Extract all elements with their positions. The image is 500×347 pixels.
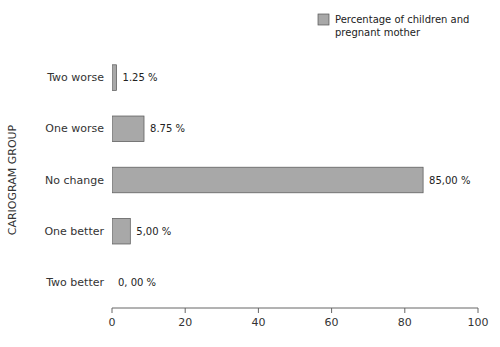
- tick-label: 60: [325, 316, 339, 329]
- category-label: No change: [45, 174, 104, 187]
- y-axis: Two better One better No change One worse Tw…: [44, 71, 104, 289]
- bars: [112, 65, 423, 244]
- category-label: Two better: [45, 276, 104, 289]
- tick-mark: [478, 308, 479, 313]
- tick-label: 80: [398, 316, 412, 329]
- tick-label: 0: [109, 316, 116, 329]
- tick-label: 40: [251, 316, 265, 329]
- legend-line: Percentage of children and: [335, 14, 469, 25]
- category-label: One better: [44, 225, 104, 238]
- tick-mark: [404, 308, 405, 313]
- category-label: Two worse: [46, 71, 104, 84]
- bar: [112, 167, 423, 193]
- legend-label: Percentage of children and pregnant mothe…: [335, 14, 469, 38]
- data-label: 5,00 %: [136, 226, 171, 237]
- data-label: 85,00 %: [429, 175, 470, 186]
- x-axis: 0 20 40 60 80 100: [109, 308, 489, 329]
- legend: Percentage of children and pregnant mothe…: [318, 14, 469, 38]
- tick-mark: [258, 308, 259, 313]
- legend-swatch: [318, 14, 329, 25]
- chart: 0 20 40 60 80 100 Two better One better No chang…: [0, 0, 500, 347]
- bar: [112, 116, 144, 142]
- tick-mark: [112, 308, 113, 313]
- tick-label: 20: [178, 316, 192, 329]
- bar: [112, 218, 130, 244]
- data-label: 0, 00 %: [118, 277, 156, 288]
- tick-label: 100: [468, 316, 489, 329]
- data-labels: 0, 00 % 5,00 % 85,00 % 8.75 % 1.25 %: [118, 72, 470, 288]
- legend-line: pregnant mother: [335, 27, 421, 38]
- tick-mark: [185, 308, 186, 313]
- data-label: 8.75 %: [150, 123, 185, 134]
- category-label: One worse: [45, 122, 104, 135]
- bar: [112, 65, 117, 91]
- axis-line: [112, 308, 478, 309]
- bar: [112, 270, 113, 296]
- y-axis-label: CARIOGRAM GROUP: [6, 124, 19, 235]
- data-label: 1.25 %: [123, 72, 158, 83]
- tick-mark: [331, 308, 332, 313]
